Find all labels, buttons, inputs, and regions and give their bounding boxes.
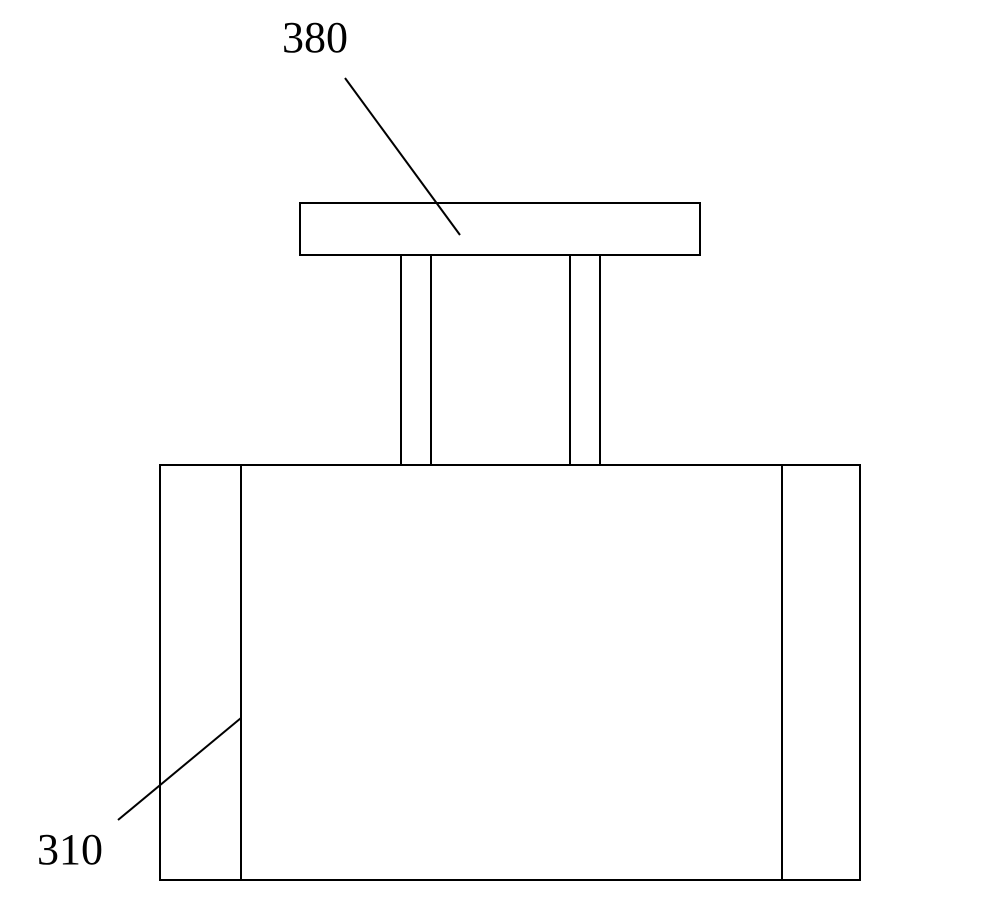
left-post	[401, 255, 431, 465]
shape-group	[160, 203, 860, 880]
top-plate	[300, 203, 700, 255]
leader-lines	[118, 78, 460, 820]
leader-380	[345, 78, 460, 235]
base-body	[160, 465, 860, 880]
leader-310	[118, 718, 241, 820]
right-post	[570, 255, 600, 465]
label-380: 380	[282, 12, 348, 63]
label-310: 310	[37, 824, 103, 875]
technical-diagram	[0, 0, 1000, 924]
